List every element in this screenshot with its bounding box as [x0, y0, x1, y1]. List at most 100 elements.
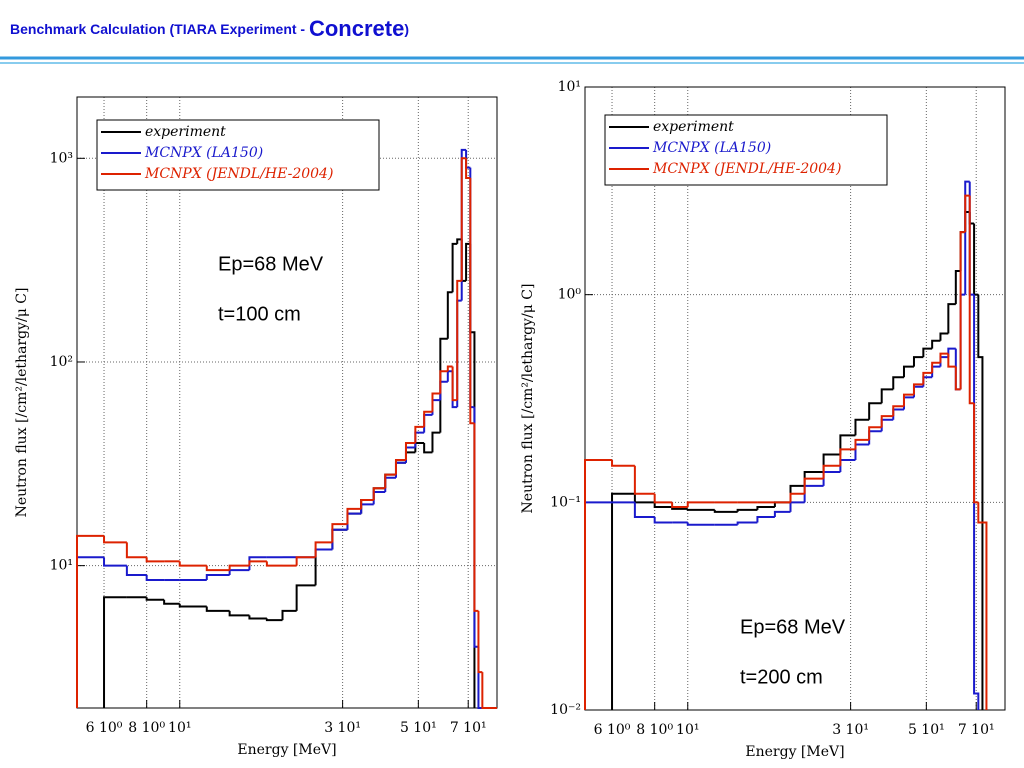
step-bin — [854, 418, 870, 436]
x-tick-label: 8 10⁰ — [636, 722, 673, 738]
step-bin — [854, 438, 870, 450]
step-bin — [163, 599, 180, 605]
step-bin — [265, 618, 283, 622]
step-bin — [902, 396, 914, 410]
step-bin — [947, 303, 956, 334]
step-bin — [839, 434, 856, 455]
step-bin — [103, 535, 127, 544]
step-bin — [931, 361, 941, 373]
step-bin — [789, 492, 805, 503]
legend-label: MCNPX (LA150) — [144, 145, 263, 161]
y-tick-label: 10³ — [50, 150, 73, 166]
title-part: Concrete — [309, 16, 404, 41]
step-bin — [653, 493, 673, 504]
step-bin — [248, 615, 267, 620]
step-bin — [954, 270, 961, 305]
step-bin — [331, 528, 348, 550]
step-bin — [756, 505, 775, 510]
step-bin — [281, 609, 297, 621]
step-bin — [414, 431, 425, 448]
step-bin — [633, 465, 655, 495]
step-bin — [822, 470, 841, 486]
step-bin — [947, 353, 956, 368]
step-bin — [973, 403, 979, 504]
legend-label: experiment — [653, 119, 734, 135]
x-tick-label: 6 10⁰ — [594, 722, 631, 738]
step-bin — [360, 499, 374, 514]
step-bin — [360, 503, 374, 514]
step-bin — [803, 484, 824, 503]
step-bin — [205, 573, 230, 581]
step-bin — [868, 430, 882, 445]
step-bin — [145, 557, 165, 563]
x-tick-label: 10¹ — [168, 720, 191, 736]
step-bin — [922, 371, 933, 385]
y-tick-label: 10² — [50, 354, 73, 370]
step-bin — [922, 376, 933, 387]
step-bin — [295, 556, 316, 566]
step-bin — [451, 366, 458, 402]
step-bin — [314, 548, 333, 586]
step-bin — [584, 458, 613, 710]
step-bin — [446, 291, 453, 339]
step-bin — [982, 521, 988, 710]
step-bin — [331, 528, 348, 550]
x-tick-label: 10¹ — [676, 722, 699, 738]
step-bin — [145, 597, 165, 601]
x-tick-label: 8 10⁰ — [128, 720, 165, 736]
legend-box — [96, 119, 380, 191]
step-bin — [228, 569, 250, 575]
step-bin — [868, 426, 882, 440]
x-tick-label: 7 10¹ — [450, 720, 487, 736]
step-bin — [977, 502, 983, 524]
step-bin — [939, 356, 949, 367]
step-bin — [384, 476, 396, 492]
step-bin — [228, 610, 250, 617]
step-bin — [880, 415, 894, 428]
annotation: Ep=68 MeV — [740, 616, 846, 638]
step-bin — [880, 418, 894, 432]
plot-frame — [584, 86, 1006, 711]
step-bin — [414, 425, 425, 444]
y-axis-label: Neutron flux [/cm²/lethargy/μ C] — [14, 288, 30, 518]
step-bin — [404, 446, 416, 463]
legend-box — [604, 114, 888, 186]
step-bin — [360, 499, 374, 509]
step-bin — [713, 509, 738, 513]
step-bin — [964, 194, 970, 233]
step-bin — [839, 458, 856, 472]
step-bin — [372, 490, 386, 505]
plot-frame — [76, 96, 498, 709]
y-tick-label: 10⁻¹ — [550, 494, 581, 510]
step-bin — [892, 405, 904, 417]
step-bin — [423, 443, 433, 454]
slide-title: Benchmark Calculation (TIARA Experiment … — [10, 16, 409, 41]
step-bin — [451, 242, 458, 293]
step-bin — [611, 459, 635, 467]
legend-label: MCNPX (LA150) — [652, 140, 771, 156]
x-tick-label: 5 10¹ — [908, 722, 945, 738]
annotation: t=200 cm — [740, 666, 823, 688]
step-bin — [178, 603, 207, 608]
step-bin — [103, 596, 127, 708]
step-bin — [912, 385, 924, 398]
step-bin — [653, 502, 673, 508]
x-tick-label: 6 10⁰ — [86, 720, 123, 736]
step-bin — [76, 534, 105, 708]
step-bin — [912, 383, 924, 395]
step-bin — [671, 502, 688, 508]
step-bin — [394, 461, 406, 478]
step-bin — [125, 542, 147, 559]
step-bin — [372, 487, 386, 501]
step-bin — [773, 510, 791, 517]
step-bin — [456, 238, 462, 244]
step-bin — [265, 561, 283, 567]
title-part: ) — [404, 21, 409, 37]
y-axis-label: Neutron flux [/cm²/lethargy/μ C] — [520, 284, 536, 514]
step-bin — [822, 453, 841, 472]
step-bin — [633, 493, 655, 504]
step-bin — [76, 556, 105, 708]
legend-label: MCNPX (JENDL/HE-2004) — [652, 161, 841, 177]
step-bin — [789, 501, 805, 512]
